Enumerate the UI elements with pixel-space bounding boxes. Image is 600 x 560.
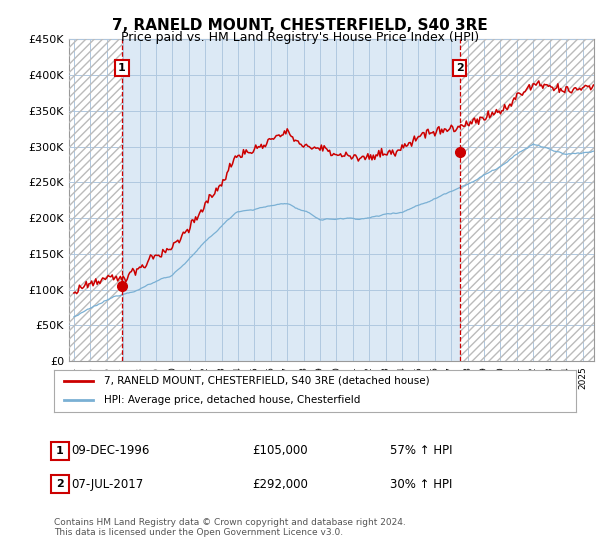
Bar — [460, 39, 594, 361]
Text: Price paid vs. HM Land Registry's House Price Index (HPI): Price paid vs. HM Land Registry's House … — [121, 31, 479, 44]
Bar — [69, 39, 122, 361]
Bar — [69, 39, 122, 361]
Text: 2: 2 — [56, 479, 64, 489]
Text: £105,000: £105,000 — [252, 444, 308, 458]
Text: 1: 1 — [118, 63, 126, 73]
Text: 7, RANELD MOUNT, CHESTERFIELD, S40 3RE: 7, RANELD MOUNT, CHESTERFIELD, S40 3RE — [112, 18, 488, 33]
Text: £292,000: £292,000 — [252, 478, 308, 491]
Text: 07-JUL-2017: 07-JUL-2017 — [71, 478, 143, 491]
Text: 30% ↑ HPI: 30% ↑ HPI — [390, 478, 452, 491]
Text: HPI: Average price, detached house, Chesterfield: HPI: Average price, detached house, Ches… — [104, 395, 360, 405]
Bar — [460, 39, 594, 361]
Text: 57% ↑ HPI: 57% ↑ HPI — [390, 444, 452, 458]
Text: Contains HM Land Registry data © Crown copyright and database right 2024.
This d: Contains HM Land Registry data © Crown c… — [54, 518, 406, 538]
Text: 2: 2 — [456, 63, 464, 73]
Text: 1: 1 — [56, 446, 64, 456]
Text: 7, RANELD MOUNT, CHESTERFIELD, S40 3RE (detached house): 7, RANELD MOUNT, CHESTERFIELD, S40 3RE (… — [104, 376, 429, 386]
Text: 09-DEC-1996: 09-DEC-1996 — [71, 444, 149, 458]
